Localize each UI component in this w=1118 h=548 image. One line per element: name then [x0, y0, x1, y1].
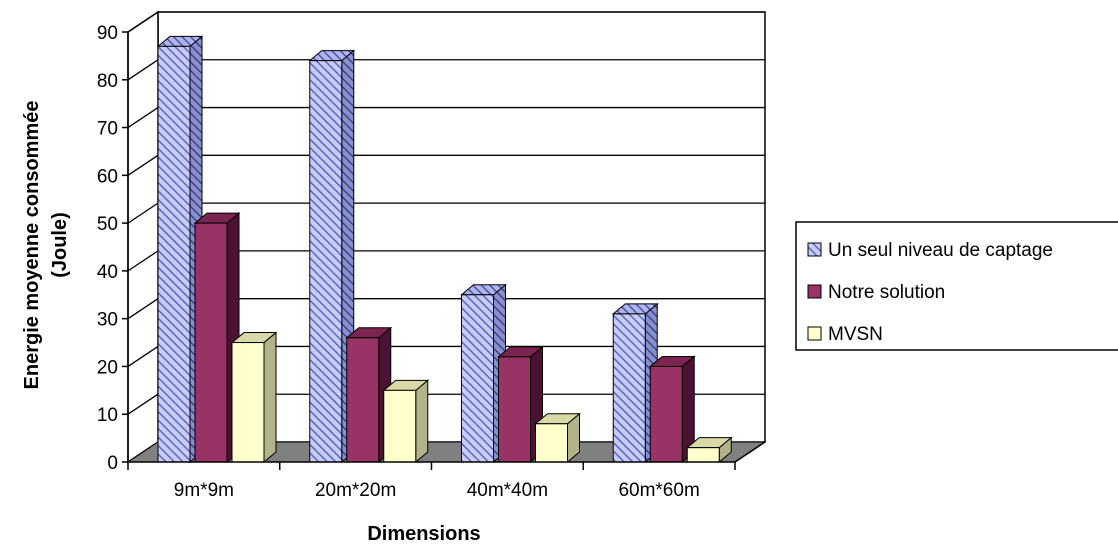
x-category-label: 9m*9m	[174, 480, 234, 501]
y-tick-label: 10	[97, 405, 118, 426]
legend-box	[795, 221, 1118, 351]
legend-label-series-1: Un seul niveau de captage	[828, 240, 1053, 261]
side-wall	[127, 10, 159, 464]
y-tick-label: 40	[97, 262, 118, 283]
bar-2-2	[345, 326, 393, 464]
bar-front	[383, 389, 417, 463]
gridline-side	[127, 11, 159, 33]
bar-2-3	[497, 345, 544, 464]
y-axis-title: Energie moyenne consommée	[21, 101, 43, 390]
y-tick-label: 0	[107, 453, 118, 474]
bars	[156, 35, 733, 464]
legend-label-series-2: Notre solution	[828, 282, 945, 303]
y-tick-labels: 0 10 20 30 40 50 60 70 80 90	[97, 23, 118, 474]
bar-front	[649, 365, 683, 463]
gridline-side	[127, 250, 159, 272]
x-category-label: 40m*40m	[467, 480, 548, 501]
bar-side	[415, 379, 429, 464]
bar-3-4	[685, 436, 733, 464]
gridline-side	[127, 59, 159, 81]
y-tick-label: 30	[97, 310, 118, 331]
x-axis-end	[734, 441, 766, 463]
bar-3-2	[382, 379, 430, 464]
y-tick-label: 60	[97, 166, 118, 187]
axes	[122, 31, 766, 470]
legend-swatch-series-3	[807, 326, 822, 341]
gridline-side	[127, 393, 159, 415]
bar-front	[686, 447, 720, 463]
bar-front	[194, 222, 228, 463]
bar-front	[231, 342, 265, 463]
x-category-label: 20m*20m	[315, 480, 396, 501]
bar-1-3	[460, 283, 507, 464]
x-category-label: 60m*60m	[618, 480, 699, 501]
y-tick-label: 80	[97, 71, 118, 92]
x-category-labels: 9m*9m 20m*20m 40m*40m 60m*60m	[174, 480, 700, 501]
bar-front	[498, 356, 531, 463]
legend-label-series-3: MVSN	[828, 324, 883, 345]
bar-front	[309, 60, 343, 463]
y-tick-label: 70	[97, 119, 118, 140]
y-tick-label: 50	[97, 214, 118, 235]
y-tick-label: 90	[97, 23, 118, 44]
bar-front	[346, 337, 380, 463]
gridline-side	[127, 154, 159, 176]
bar-1-4	[611, 302, 659, 464]
bar-front	[612, 313, 646, 463]
x-axis-title: Dimensions	[367, 523, 480, 545]
gridline-side	[127, 202, 159, 224]
gridline-side	[127, 298, 159, 320]
gridlines	[127, 11, 765, 415]
bar-front	[157, 45, 191, 463]
bar-front	[461, 294, 494, 463]
gridline-side	[127, 107, 159, 129]
bar-side	[263, 331, 277, 464]
bar-3-3	[534, 412, 581, 464]
legend: Un seul niveau de captage Notre solution…	[795, 221, 1118, 351]
y-axis-title-unit: (Joule)	[49, 212, 71, 278]
gridline-side	[127, 345, 159, 367]
legend-swatch-series-1	[807, 242, 822, 257]
bar-2-4	[648, 355, 696, 464]
bar-1-1	[156, 35, 204, 464]
bar-front	[535, 423, 568, 463]
y-tick-label: 20	[97, 357, 118, 378]
bar-3-1	[230, 331, 278, 464]
legend-swatch-series-2	[807, 284, 822, 299]
